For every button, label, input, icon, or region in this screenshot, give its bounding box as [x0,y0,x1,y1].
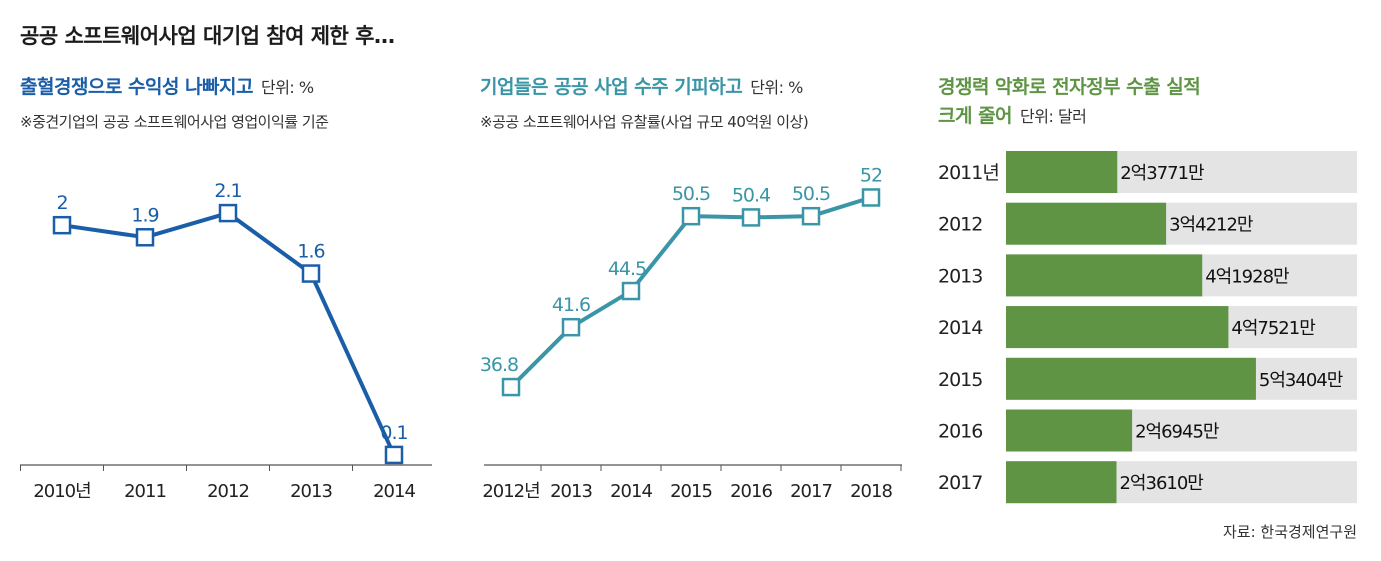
source-note: 자료: 한국경제연구원 [1222,523,1357,541]
data-label: 1.6 [297,241,324,263]
data-point-marker [801,206,821,226]
x-tick-label: 2014 [610,481,652,502]
bar [1006,461,1117,504]
x-tick-label: 2013 [290,481,332,502]
bar [1006,254,1203,297]
data-point-marker [621,281,641,301]
y-category-label: 2017 [938,472,982,494]
x-tick-label: 2010년 [33,481,90,502]
y-category-label: 2011년 [938,162,999,184]
data-point-marker [384,445,404,465]
panel3-title-line1: 경쟁력 악화로 전자정부 수출 실적 [938,76,1201,98]
x-tick-label: 2016 [730,481,772,502]
series-line [509,195,872,389]
panel1-title-row: 출혈경쟁으로 수익성 나빠지고 단위: % [20,72,314,99]
data-label: 0.1 [380,422,407,444]
data-label: 50.5 [792,183,830,205]
x-tick-label: 2018 [850,481,892,502]
data-point-marker [135,228,155,247]
data-point-marker [561,317,581,337]
data-point-marker [501,377,521,397]
data-point-marker [301,264,321,283]
bar [1006,202,1167,245]
x-tick-label: 2012년 [482,481,539,502]
bid-failure-line-chart: 36.8 2012년 41.6 2013 44.5 2014 50.5 2015 50.4 201… [480,164,902,502]
data-label: 2.1 [214,180,241,202]
bar-value-label: 4억1928만 [1205,266,1289,287]
x-tick-label: 2017 [790,481,832,502]
bar [1006,151,1118,193]
y-category-label: 2012 [938,214,982,236]
data-point-marker [861,188,881,207]
bar-value-label: 2억6945만 [1135,422,1219,443]
data-point-marker [218,203,238,223]
egov-export-bar-chart: 2011년 2억3771만 2012 3억4212만 2013 4억1928만 2014 4억… [938,151,1357,504]
data-point-marker [52,215,72,235]
panel2-unit: 단위: % [750,78,803,97]
bar-value-label: 2억3771만 [1120,163,1204,184]
data-label: 44.5 [608,258,646,280]
infographic-title: 공공 소프트웨어사업 대기업 참여 제한 후… [20,24,395,48]
x-tick-label: 2013 [550,481,592,502]
x-tick-label: 2015 [670,481,712,502]
y-category-label: 2015 [938,369,982,391]
data-label: 50.5 [672,183,710,205]
panel1-title: 출혈경쟁으로 수익성 나빠지고 [20,76,253,98]
panel3-title-line2: 크게 줄어 [938,105,1013,127]
data-label: 36.8 [480,354,518,376]
bar-value-label: 3억4212만 [1169,215,1253,236]
panel1-unit: 단위: % [260,78,314,97]
data-point-marker [681,206,701,226]
data-label: 50.4 [732,184,771,206]
data-label: 52 [860,164,882,186]
y-category-label: 2013 [938,265,982,287]
y-category-label: 2016 [938,421,982,443]
data-point-marker [741,208,761,227]
x-tick-label: 2014 [373,481,415,502]
series-line [61,211,396,456]
panel2-title: 기업들은 공공 사업 수주 기피하고 [480,76,743,98]
panel1-note: ※중견기업의 공공 소프트웨어사업 영업이익률 기준 [20,113,329,131]
bar-value-label: 2억3610만 [1119,473,1203,494]
y-category-label: 2014 [938,317,983,339]
panel3-title-row2: 크게 줄어 단위: 달러 [938,101,1087,128]
bar [1006,306,1229,349]
panel3-unit: 단위: 달러 [1020,107,1087,126]
data-label: 1.9 [131,204,158,226]
bar-value-label: 4억7521만 [1231,318,1315,339]
bar [1006,409,1133,452]
panel2-title-row: 기업들은 공공 사업 수주 기피하고 단위: % [480,72,803,99]
bar-value-label: 5억3404만 [1259,370,1343,391]
bar [1006,357,1256,400]
panel2-note: ※공공 소프트웨어사업 유찰률(사업 규모 40억원 이상) [480,113,809,131]
x-tick-label: 2012 [207,481,249,502]
data-label: 41.6 [552,294,590,316]
profit-margin-line-chart: 2 2010년 1.9 2011 2.1 2012 1.6 2013 0.1 2014 [20,180,432,502]
x-tick-label: 2011 [124,481,166,502]
data-label: 2 [56,192,67,214]
